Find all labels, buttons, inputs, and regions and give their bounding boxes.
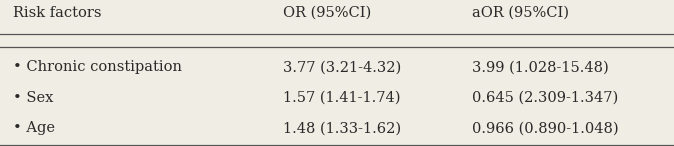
Text: Risk factors: Risk factors (13, 6, 102, 20)
Text: 3.77 (3.21-4.32): 3.77 (3.21-4.32) (283, 60, 401, 74)
Text: • Age: • Age (13, 121, 55, 135)
Text: • Sex: • Sex (13, 91, 54, 105)
Text: 1.48 (1.33-1.62): 1.48 (1.33-1.62) (283, 121, 401, 135)
Text: 0.645 (2.309-1.347): 0.645 (2.309-1.347) (472, 91, 618, 105)
Text: 3.99 (1.028-15.48): 3.99 (1.028-15.48) (472, 60, 609, 74)
Text: • Chronic constipation: • Chronic constipation (13, 60, 183, 74)
Text: aOR (95%CI): aOR (95%CI) (472, 6, 569, 20)
Text: OR (95%CI): OR (95%CI) (283, 6, 371, 20)
Text: 1.57 (1.41-1.74): 1.57 (1.41-1.74) (283, 91, 400, 105)
Text: 0.966 (0.890-1.048): 0.966 (0.890-1.048) (472, 121, 619, 135)
